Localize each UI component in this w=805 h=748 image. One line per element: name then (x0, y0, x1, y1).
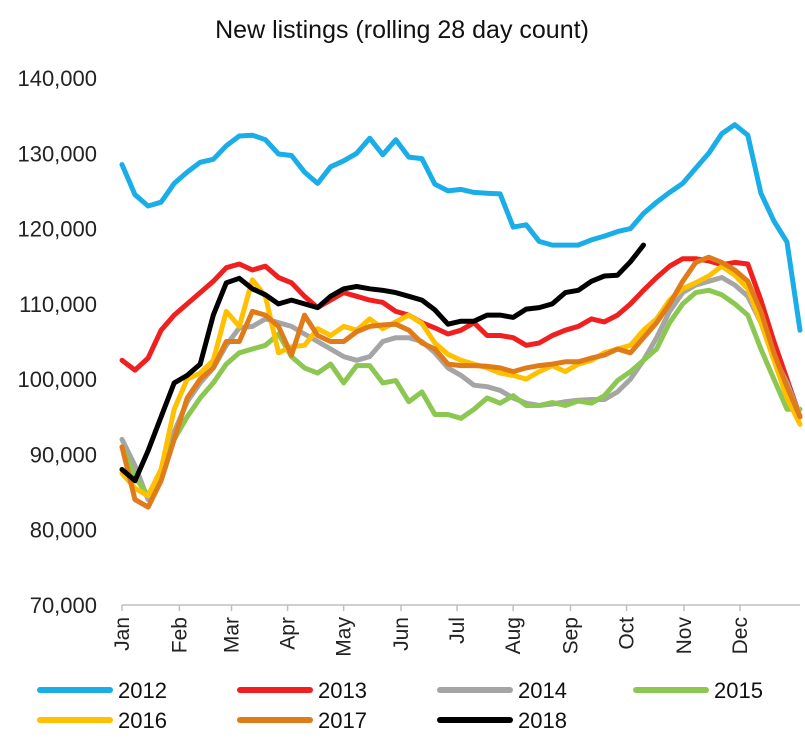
y-tick-label: 90,000 (30, 442, 97, 467)
x-tick-label: Oct (616, 617, 639, 650)
legend-label-2015: 2015 (714, 678, 763, 703)
series-line-2014 (119, 275, 803, 503)
series-line-2013 (119, 256, 803, 420)
legend-label-2013: 2013 (318, 678, 367, 703)
x-tick-label: Mar (221, 617, 244, 653)
legend-label-2014: 2014 (518, 678, 567, 703)
x-tick-label: Nov (673, 617, 696, 655)
y-axis: 70,000 80,000 90,000 100,000 110,000 120,000 1… (17, 66, 97, 618)
x-tick-label: Aug (502, 617, 525, 654)
x-tick-label: Sep (560, 617, 583, 654)
series-line-2017 (119, 254, 803, 510)
y-tick-label: 140,000 (17, 66, 97, 91)
x-tick-label: Jun (390, 617, 413, 651)
chart-title: New listings (rolling 28 day count) (215, 16, 589, 44)
legend-label-2016: 2016 (118, 708, 167, 733)
x-tick-label: Feb (168, 617, 191, 653)
y-tick-label: 80,000 (30, 518, 97, 543)
legend-label-2018: 2018 (518, 708, 567, 733)
series-line-2012 (119, 122, 803, 333)
legend: 2012 2013 2014 2015 2016 2017 2018 (37, 678, 763, 733)
y-tick-label: 130,000 (17, 141, 97, 166)
y-tick-label: 110,000 (19, 292, 97, 317)
x-axis: Jan Feb Mar Apr May Jun Jul Aug Sep Oct Nov Dec (111, 604, 800, 657)
series-line-2015 (119, 287, 803, 499)
series-line-2018 (119, 242, 646, 484)
y-tick-label: 120,000 (17, 217, 97, 242)
legend-label-2012: 2012 (118, 678, 167, 703)
x-tick-label: Dec (729, 617, 752, 654)
x-tick-label: May (333, 617, 356, 657)
series-line-2016 (119, 263, 803, 499)
x-tick-label: Jan (111, 617, 134, 651)
x-tick-label: Apr (277, 617, 300, 650)
legend-label-2017: 2017 (318, 708, 367, 733)
y-tick-label: 70,000 (30, 593, 97, 618)
y-tick-label: 100,000 (17, 367, 97, 392)
series-lines (119, 122, 803, 510)
x-tick-label: Jul (446, 617, 469, 644)
